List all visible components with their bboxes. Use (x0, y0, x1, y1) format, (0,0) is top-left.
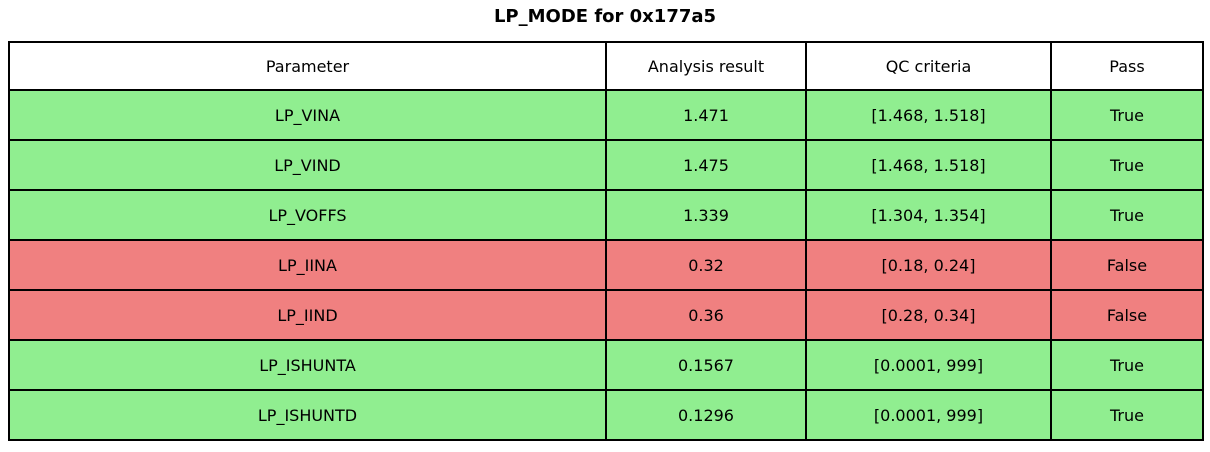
table-row: LP_ISHUNTA 0.1567 [0.0001, 999] True (8, 339, 1204, 391)
criteria-cell: [1.304, 1.354] (805, 189, 1052, 241)
parameter-cell: LP_ISHUNTD (8, 389, 607, 441)
pass-cell: False (1050, 289, 1204, 341)
criteria-cell: [0.18, 0.24] (805, 239, 1052, 291)
pass-cell: True (1050, 339, 1204, 391)
result-cell: 0.1567 (605, 339, 807, 391)
criteria-cell: [0.0001, 999] (805, 339, 1052, 391)
header-row: Parameter Analysis result QC criteria Pa… (8, 41, 1204, 91)
parameter-cell: LP_VINA (8, 89, 607, 141)
column-header-pass: Pass (1050, 41, 1204, 91)
parameter-cell: LP_VIND (8, 139, 607, 191)
column-header-analysis-result: Analysis result (605, 41, 807, 91)
table-row: LP_IINA 0.32 [0.18, 0.24] False (8, 239, 1204, 291)
table-row: LP_VIND 1.475 [1.468, 1.518] True (8, 139, 1204, 191)
criteria-cell: [1.468, 1.518] (805, 139, 1052, 191)
table-row: LP_IIND 0.36 [0.28, 0.34] False (8, 289, 1204, 341)
table-body: LP_VINA 1.471 [1.468, 1.518] True LP_VIND 1.4… (8, 89, 1204, 441)
result-cell: 0.1296 (605, 389, 807, 441)
result-cell: 0.32 (605, 239, 807, 291)
criteria-cell: [0.28, 0.34] (805, 289, 1052, 341)
parameter-cell: LP_IIND (8, 289, 607, 341)
criteria-cell: [1.468, 1.518] (805, 89, 1052, 141)
column-header-parameter: Parameter (8, 41, 607, 91)
pass-cell: True (1050, 389, 1204, 441)
pass-cell: True (1050, 189, 1204, 241)
qc-results-table: Parameter Analysis result QC criteria Pa… (8, 41, 1204, 441)
criteria-cell: [0.0001, 999] (805, 389, 1052, 441)
table-row: LP_VINA 1.471 [1.468, 1.518] True (8, 89, 1204, 141)
column-header-qc-criteria: QC criteria (805, 41, 1052, 91)
figure-title: LP_MODE for 0x177a5 (493, 6, 717, 27)
result-cell: 1.475 (605, 139, 807, 191)
pass-cell: True (1050, 139, 1204, 191)
table-row: LP_ISHUNTD 0.1296 [0.0001, 999] True (8, 389, 1204, 441)
result-cell: 1.471 (605, 89, 807, 141)
pass-cell: False (1050, 239, 1204, 291)
result-cell: 1.339 (605, 189, 807, 241)
parameter-cell: LP_ISHUNTA (8, 339, 607, 391)
pass-cell: True (1050, 89, 1204, 141)
table-header: Parameter Analysis result QC criteria Pa… (8, 41, 1204, 91)
parameter-cell: LP_IINA (8, 239, 607, 291)
result-cell: 0.36 (605, 289, 807, 341)
parameter-cell: LP_VOFFS (8, 189, 607, 241)
table-row: LP_VOFFS 1.339 [1.304, 1.354] True (8, 189, 1204, 241)
